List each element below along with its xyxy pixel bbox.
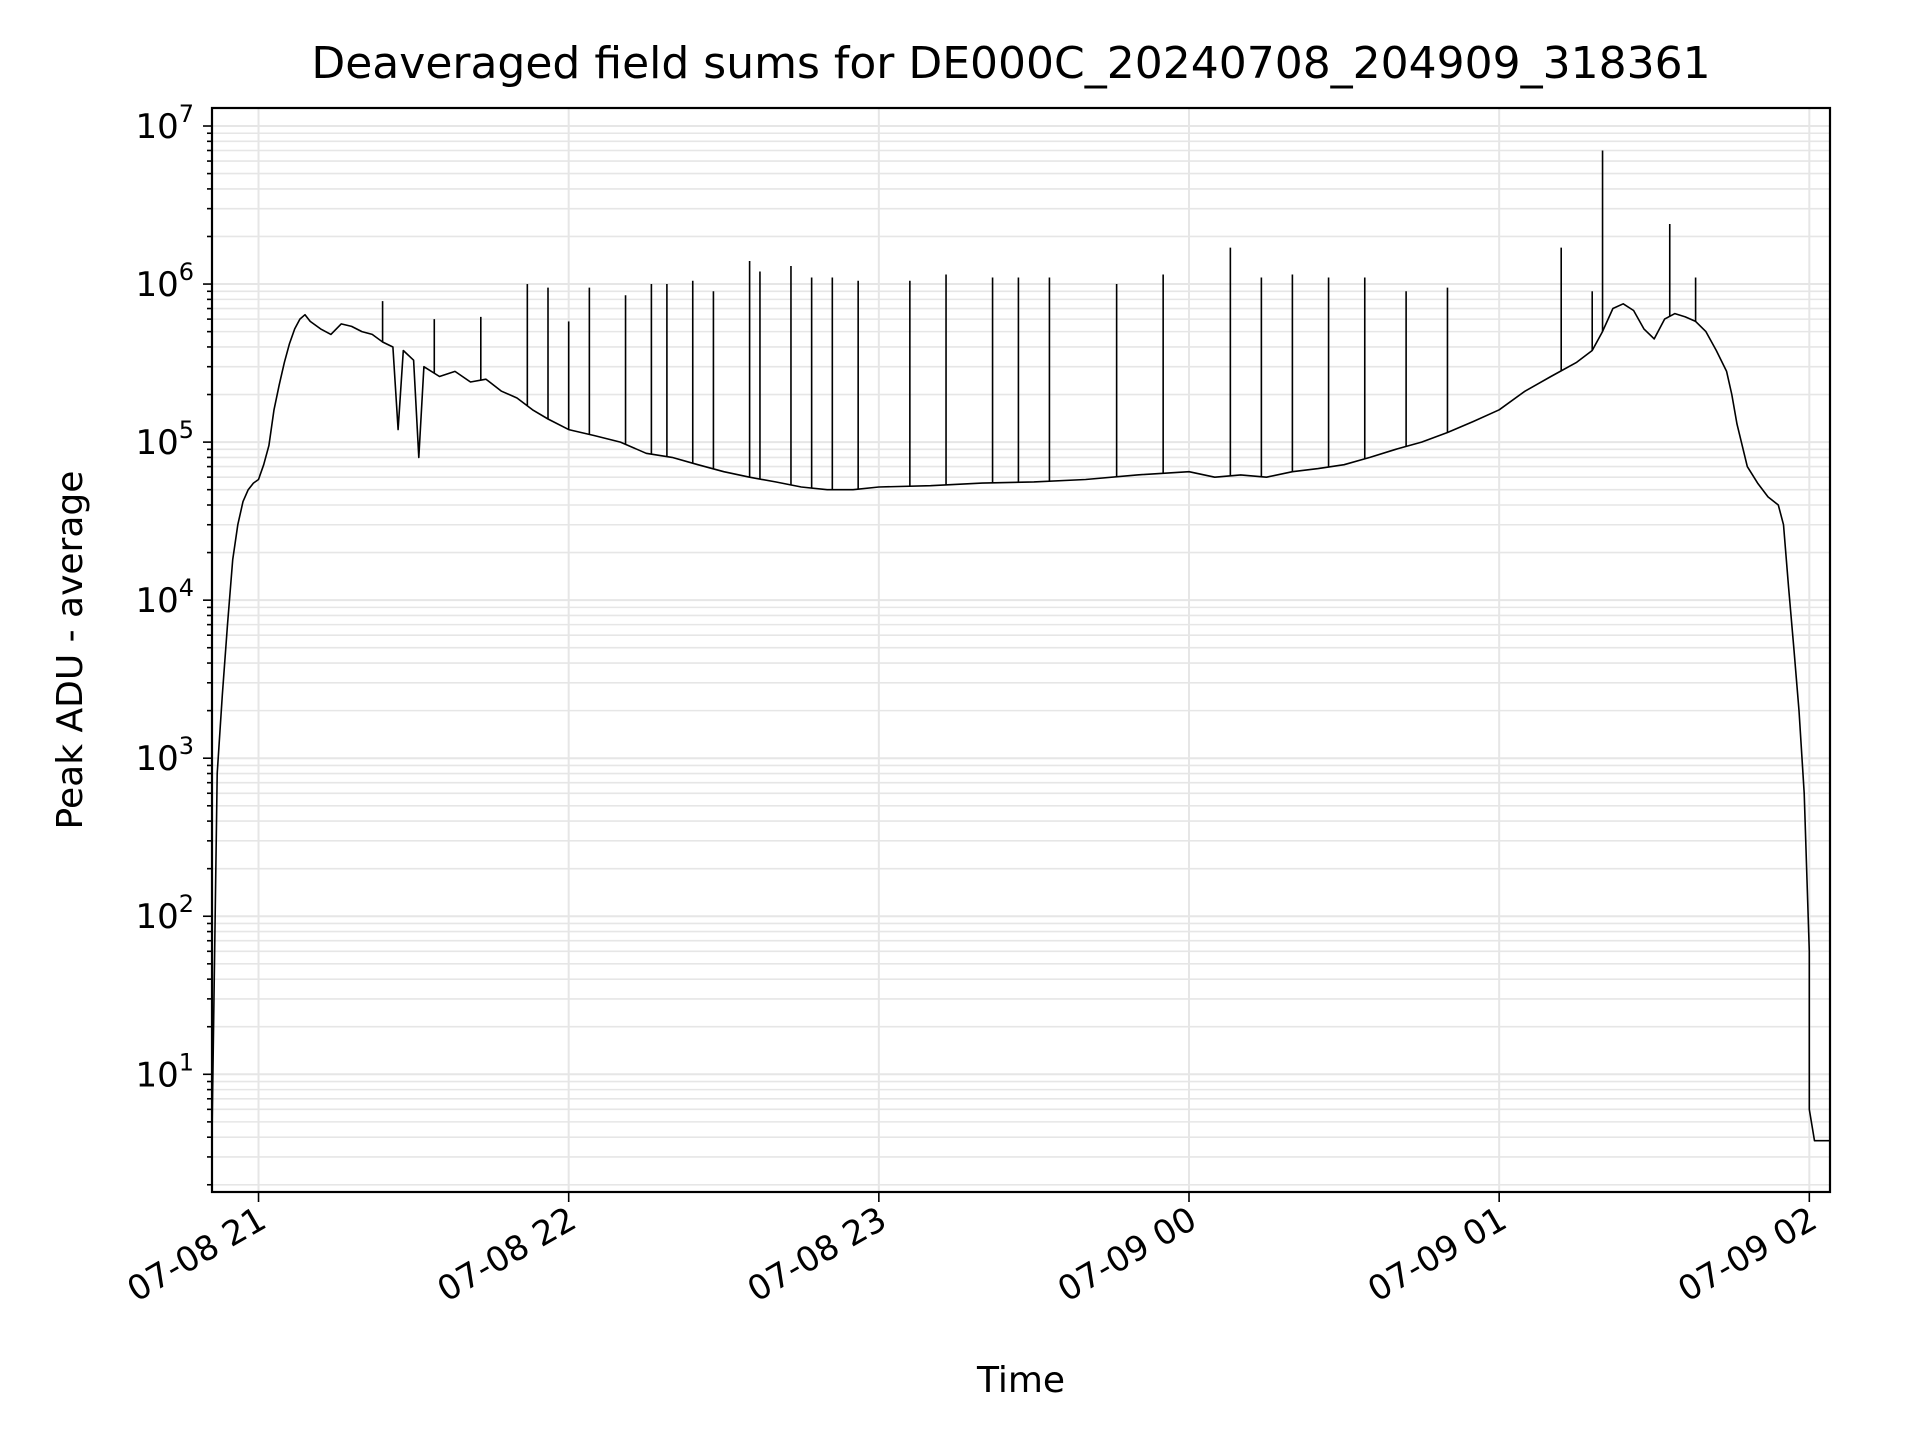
y-axis-label: Peak ADU - average: [50, 471, 91, 830]
x-tick-label: 07-08 23: [741, 1199, 893, 1310]
x-tick-label: 07-09 00: [1051, 1199, 1203, 1310]
x-tick-label: 07-08 21: [121, 1199, 273, 1310]
x-axis-label: Time: [976, 1360, 1065, 1401]
chart-title: Deaveraged field sums for DE000C_2024070…: [311, 38, 1710, 89]
series-line: [211, 303, 1830, 1142]
y-tick-exponent: 7: [179, 100, 194, 128]
x-tick-label: 07-08 22: [431, 1199, 583, 1310]
y-tick-label: 101: [135, 1048, 194, 1095]
y-tick-base: 10: [135, 107, 178, 147]
y-tick-base: 10: [135, 897, 178, 937]
y-tick-base: 10: [135, 423, 178, 463]
y-tick-exponent: 4: [179, 574, 194, 602]
y-tick-label: 106: [135, 258, 194, 305]
spike-group: [381, 150, 1697, 490]
x-axis: 07-08 21 07-08 22 07-08 23 07-09 00 07-09 01…: [121, 1192, 1824, 1310]
y-tick-label: 104: [135, 574, 194, 621]
x-tick-label: 07-09 02: [1671, 1199, 1823, 1310]
y-tick-label: 103: [135, 732, 194, 779]
y-tick-label: 107: [135, 100, 194, 147]
y-tick-exponent: 3: [179, 732, 194, 760]
y-tick-exponent: 6: [179, 258, 194, 286]
y-tick-exponent: 1: [179, 1048, 194, 1076]
grid: [212, 108, 1830, 1192]
y-tick-label: 102: [135, 890, 194, 937]
y-tick-exponent: 2: [179, 890, 194, 918]
y-tick-base: 10: [135, 739, 178, 779]
y-tick-base: 10: [135, 581, 178, 621]
y-tick-exponent: 5: [179, 416, 194, 444]
y-tick-label: 105: [135, 416, 194, 463]
x-tick-label: 07-09 01: [1361, 1199, 1513, 1310]
y-tick-base: 10: [135, 1055, 178, 1095]
plot-frame: [210, 106, 1832, 1194]
y-tick-base: 10: [135, 265, 178, 305]
